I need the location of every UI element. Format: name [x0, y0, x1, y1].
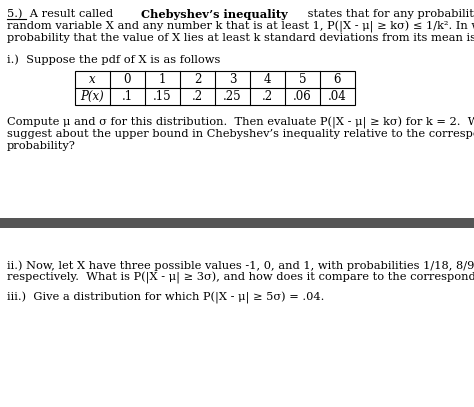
Text: 6: 6 — [334, 73, 341, 86]
Text: 2: 2 — [194, 73, 201, 86]
Text: .15: .15 — [153, 90, 172, 103]
Text: .04: .04 — [328, 90, 347, 103]
Text: probability that the value of X lies at least k standard deviations from its mea: probability that the value of X lies at … — [7, 33, 474, 43]
Text: 3: 3 — [229, 73, 236, 86]
Text: P(x): P(x) — [81, 90, 104, 103]
Text: 5: 5 — [299, 73, 306, 86]
Text: .2: .2 — [192, 90, 203, 103]
Text: probability?: probability? — [7, 141, 76, 151]
Text: Compute μ and σ for this distribution.  Then evaluate P(|X - μ| ≥ kσ) for k = 2.: Compute μ and σ for this distribution. T… — [7, 117, 474, 129]
Text: i.)  Suppose the pdf of X is as follows: i.) Suppose the pdf of X is as follows — [7, 54, 220, 65]
Text: Chebyshev’s inequality: Chebyshev’s inequality — [141, 9, 288, 20]
Text: random variable X and any number k that is at least 1, P(|X - μ| ≥ kσ) ≤ 1/k². I: random variable X and any number k that … — [7, 21, 474, 33]
Text: 0: 0 — [124, 73, 131, 86]
Text: .2: .2 — [262, 90, 273, 103]
Text: x: x — [89, 73, 96, 86]
Text: respectively.  What is P(|X - μ| ≥ 3σ), and how does it compare to the correspon: respectively. What is P(|X - μ| ≥ 3σ), a… — [7, 272, 474, 284]
Bar — [75, 71, 355, 105]
Text: ii.) Now, let X have three possible values -1, 0, and 1, with probabilities 1/18: ii.) Now, let X have three possible valu… — [7, 260, 474, 271]
Text: 5.)  A result called: 5.) A result called — [7, 9, 117, 19]
Text: suggest about the upper bound in Chebyshev’s inequality relative to the correspo: suggest about the upper bound in Chebysh… — [7, 129, 474, 139]
Text: .25: .25 — [223, 90, 242, 103]
Text: iii.)  Give a distribution for which P(|X - μ| ≥ 5σ) = .04.: iii.) Give a distribution for which P(|X… — [7, 292, 324, 304]
Text: 4: 4 — [264, 73, 271, 86]
Text: .06: .06 — [293, 90, 312, 103]
Text: .1: .1 — [122, 90, 133, 103]
Bar — [0, 218, 474, 228]
Text: 1: 1 — [159, 73, 166, 86]
Text: states that for any probability distribution of a: states that for any probability distribu… — [304, 9, 474, 19]
